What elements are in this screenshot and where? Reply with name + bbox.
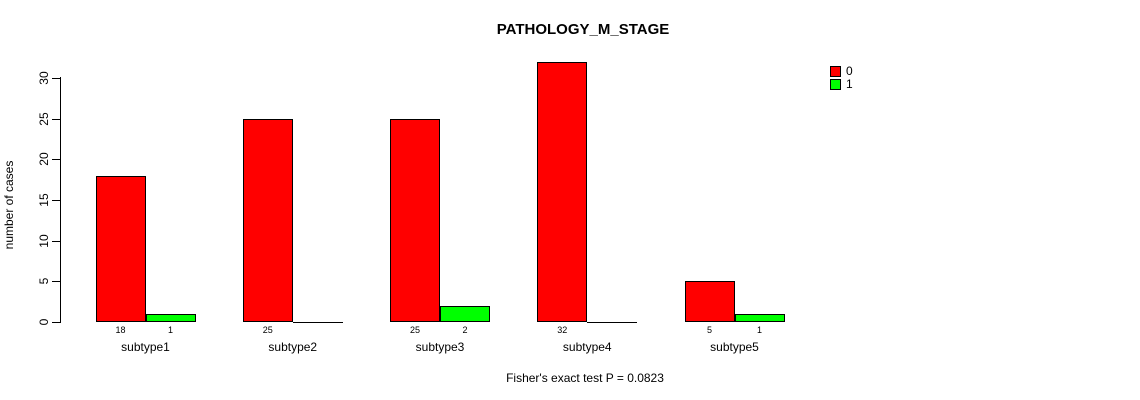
x-category-label-subtype5: subtype5: [710, 340, 759, 354]
bar-subtype5-series-0: [684, 281, 735, 322]
legend-label-1: 1: [846, 77, 853, 91]
legend-swatch-green: [830, 78, 841, 90]
bar-subtype3-series-1: [440, 305, 490, 322]
count-subtype4-series-0: 32: [557, 325, 568, 335]
y-tick-30: [52, 78, 60, 79]
x-category-label-subtype4: subtype4: [562, 340, 612, 354]
bar-subtype1-series-0: [95, 175, 146, 322]
y-tick-20: [52, 159, 60, 161]
count-subtype1-series-0: 18: [115, 325, 126, 335]
y-tick-label-10: 10: [37, 233, 51, 248]
y-tick-label-20: 20: [37, 152, 51, 167]
count-subtype5-series-0: 5: [706, 325, 712, 335]
count-subtype1-series-1: 1: [167, 325, 173, 335]
y-tick-10: [52, 240, 60, 242]
x-category-label-subtype1: subtype1: [121, 340, 170, 354]
y-axis-line: [60, 77, 61, 323]
legend: 0 1: [830, 65, 853, 91]
x-category-label-subtype3: subtype3: [415, 340, 465, 354]
y-tick-label-30: 30: [37, 71, 51, 85]
bar-subtype3-series-0: [390, 118, 440, 322]
x-category-label-subtype2: subtype2: [268, 340, 318, 354]
y-tick-label-25: 25: [37, 111, 51, 126]
count-subtype3-series-0: 25: [409, 325, 420, 335]
y-tick-15: [52, 200, 60, 201]
legend-label-0: 0: [846, 64, 853, 78]
legend-item-0: 0: [830, 65, 853, 77]
y-axis-label: number of cases: [2, 160, 16, 250]
count-subtype3-series-1: 2: [462, 325, 468, 335]
bar-subtype1-series-1: [145, 313, 196, 322]
bar-subtype4-series-0: [537, 61, 588, 322]
bar-subtype2-series-0: [242, 118, 293, 322]
y-tick-25: [52, 118, 60, 120]
y-tick-label-0: 0: [37, 318, 51, 326]
count-subtype2-series-0: 25: [262, 325, 273, 335]
legend-swatch-red: [830, 65, 841, 77]
y-tick-0: [52, 322, 60, 323]
y-tick-5: [52, 281, 60, 283]
count-subtype5-series-1: 1: [756, 325, 762, 335]
y-tick-label-15: 15: [37, 193, 51, 207]
bar-subtype4-series-1-zero: [587, 322, 638, 323]
bar-subtype5-series-1: [734, 313, 785, 322]
legend-item-1: 1: [830, 78, 853, 90]
footer-annotation: Fisher's exact test P = 0.0823: [506, 371, 664, 385]
bar-subtype2-series-1-zero: [292, 322, 343, 323]
y-tick-label-5: 5: [37, 277, 51, 285]
chart-title: PATHOLOGY_M_STAGE: [496, 21, 670, 38]
